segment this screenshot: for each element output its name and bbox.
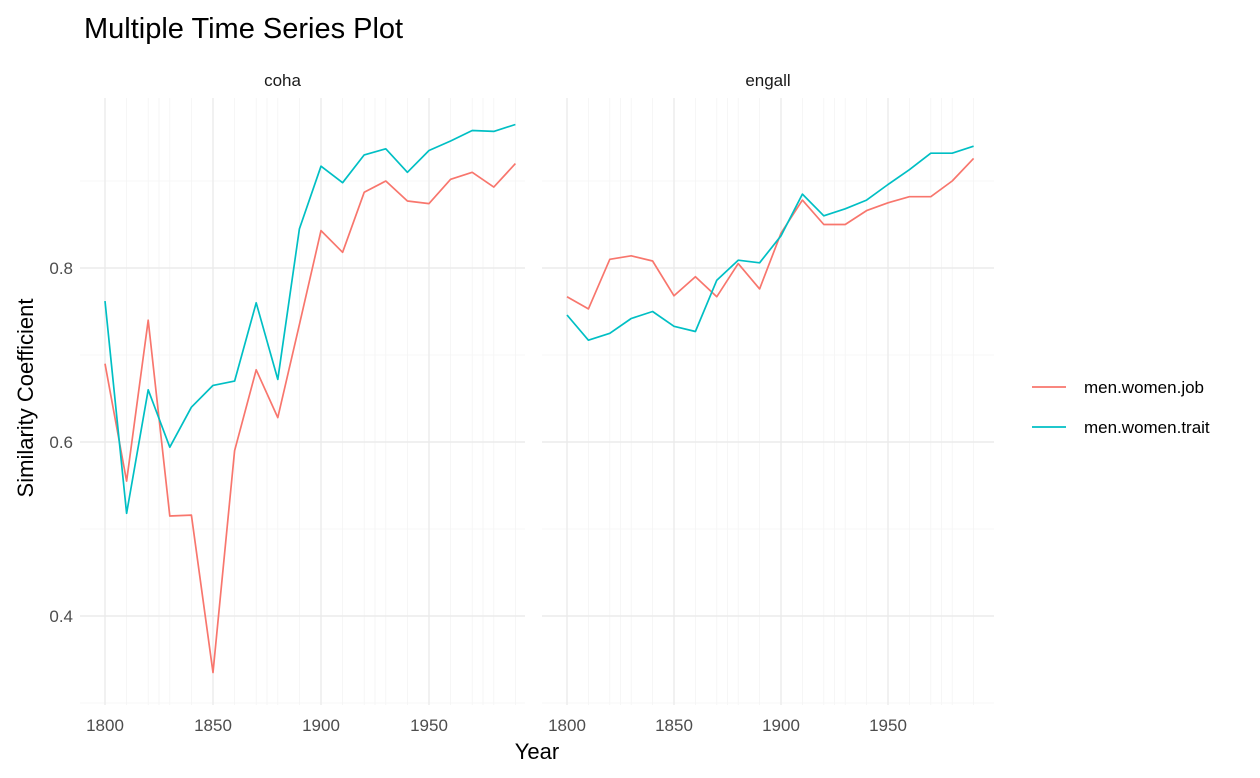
- y-tick-label: 0.8: [49, 259, 73, 278]
- chart-panels: coha 1800 1850 1900 1950 engall 1800 1850 1900 19…: [49, 71, 994, 735]
- x-axis-title: Year: [515, 739, 559, 764]
- x-tick-label: 1950: [410, 716, 448, 735]
- y-axis-title: Similarity Coefficient: [13, 299, 38, 498]
- legend-item-men-women-job: men.women.job: [1032, 378, 1204, 397]
- x-tick-label: 1850: [194, 716, 232, 735]
- legend-item-men-women-trait: men.women.trait: [1032, 418, 1210, 437]
- panel-coha: coha 1800 1850 1900 1950: [80, 71, 525, 735]
- legend: men.women.job men.women.trait: [1032, 378, 1210, 437]
- chart-title: Multiple Time Series Plot: [84, 13, 403, 45]
- series-line-engall-men-women-job: [566, 157, 975, 310]
- legend-label: men.women.trait: [1084, 418, 1210, 437]
- series-line-coha-men-women-job: [104, 163, 517, 674]
- facet-label-coha: coha: [264, 71, 301, 90]
- facet-label-engall: engall: [745, 71, 790, 90]
- x-tick-label: 1850: [655, 716, 693, 735]
- y-tick-label: 0.6: [49, 433, 73, 452]
- x-tick-label: 1800: [548, 716, 586, 735]
- x-tick-label: 1800: [86, 716, 124, 735]
- panel-engall: engall 1800 1850 1900 1950: [542, 71, 994, 735]
- x-tick-label: 1950: [869, 716, 907, 735]
- x-tick-label: 1900: [762, 716, 800, 735]
- x-tick-label: 1900: [302, 716, 340, 735]
- y-tick-label: 0.4: [49, 607, 73, 626]
- series-line-engall-men-women-trait: [566, 145, 974, 342]
- series-line-coha-men-women-trait: [104, 123, 516, 515]
- legend-label: men.women.job: [1084, 378, 1204, 397]
